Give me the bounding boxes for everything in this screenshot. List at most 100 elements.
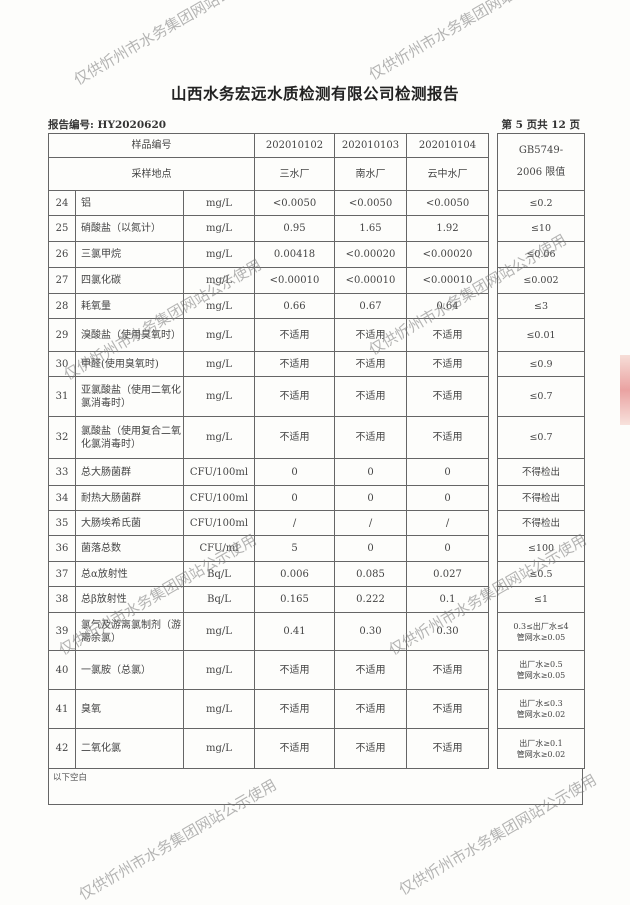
result-value: 不适用 bbox=[254, 351, 335, 377]
unit: mg/L bbox=[183, 689, 255, 729]
table-row: 31 亚氯酸盐（使用二氧化氯消毒时） mg/L 不适用 不适用 不适用 ≤0.7 bbox=[48, 376, 585, 417]
result-value: 0.30 bbox=[406, 612, 489, 651]
item-name: 四氯化碳 bbox=[75, 267, 184, 294]
unit: mg/L bbox=[183, 318, 255, 352]
table-row: 30 甲醛(使用臭氧时) mg/L 不适用 不适用 不适用 ≤0.9 bbox=[48, 351, 585, 377]
table-row: 36 菌落总数 CFU/ml 5 0 0 ≤100 bbox=[48, 535, 585, 562]
unit: mg/L bbox=[183, 416, 255, 459]
result-value: <0.00020 bbox=[406, 241, 489, 268]
result-value: <0.00010 bbox=[406, 267, 489, 294]
table-row: 27 四氯化碳 mg/L <0.00010 <0.00010 <0.00010 ≤0.002 bbox=[48, 267, 585, 294]
column-gap bbox=[488, 728, 498, 769]
report-number: 报告编号: HY2020620 bbox=[48, 119, 167, 131]
table-row: 24 铝 mg/L <0.0050 <0.0050 <0.0050 ≤0.2 bbox=[48, 190, 585, 216]
result-value: 0.66 bbox=[254, 293, 335, 319]
result-value: 不适用 bbox=[406, 728, 489, 769]
unit: mg/L bbox=[183, 267, 255, 294]
column-gap bbox=[488, 293, 498, 319]
result-value: 0.165 bbox=[254, 586, 335, 613]
result-value: 0.00418 bbox=[254, 241, 335, 268]
result-value: 0 bbox=[334, 535, 407, 562]
table-row: 35 大肠埃希氏菌 CFU/100ml / / / 不得检出 bbox=[48, 510, 585, 536]
limit-header-line1: GB5749- bbox=[518, 145, 564, 156]
result-value: 0.95 bbox=[254, 215, 335, 242]
sample-no-label: 样品编号 bbox=[48, 133, 255, 158]
result-value: 不适用 bbox=[254, 728, 335, 769]
result-value: 0.222 bbox=[334, 586, 407, 613]
item-name: 总α放射性 bbox=[75, 561, 184, 587]
result-value: 不适用 bbox=[254, 689, 335, 729]
limit-line: 0.3≤出厂水≤4 bbox=[513, 621, 569, 631]
result-value: 不适用 bbox=[406, 416, 489, 459]
result-value: 0 bbox=[406, 458, 489, 486]
row-number: 38 bbox=[48, 586, 76, 613]
row-number: 31 bbox=[48, 376, 76, 417]
row-number: 37 bbox=[48, 561, 76, 587]
limit-line: 管网水≥0.05 bbox=[516, 632, 566, 642]
footer-note: 以下空白 bbox=[48, 768, 583, 805]
result-value: 不适用 bbox=[334, 376, 407, 417]
result-value: 0.085 bbox=[334, 561, 407, 587]
result-value: 不适用 bbox=[406, 689, 489, 729]
item-name: 三氯甲烷 bbox=[75, 241, 184, 268]
limit-value: 不得检出 bbox=[497, 458, 585, 486]
result-value: 不适用 bbox=[406, 376, 489, 417]
result-value: <0.00020 bbox=[334, 241, 407, 268]
table-row: 38 总β放射性 Bq/L 0.165 0.222 0.1 ≤1 bbox=[48, 586, 585, 613]
result-value: <0.00010 bbox=[254, 267, 335, 294]
result-value: <0.0050 bbox=[406, 190, 489, 216]
item-name: 一氯胺（总氯） bbox=[75, 650, 184, 690]
result-value: 不适用 bbox=[254, 416, 335, 459]
item-name: 铝 bbox=[75, 190, 184, 216]
item-name: 二氧化氯 bbox=[75, 728, 184, 769]
limit-line: 出厂水≤0.3 bbox=[519, 699, 563, 708]
column-gap bbox=[488, 535, 498, 562]
result-value: 0.64 bbox=[406, 293, 489, 319]
limit-value: ≤0.01 bbox=[497, 318, 585, 352]
results-table: 样品编号 202010102 202010103 202010104 GB574… bbox=[48, 133, 585, 769]
column-gap bbox=[488, 485, 498, 511]
item-name: 甲醛(使用臭氧时) bbox=[75, 351, 184, 377]
result-value: 不适用 bbox=[254, 318, 335, 352]
result-value: 不适用 bbox=[334, 689, 407, 729]
limit-value: 出厂水≥0.5 管网水≥0.05 bbox=[497, 650, 585, 690]
sample-no: 202010104 bbox=[406, 133, 489, 158]
sample-no: 202010103 bbox=[334, 133, 407, 158]
table-row: 33 总大肠菌群 CFU/100ml 0 0 0 不得检出 bbox=[48, 458, 585, 486]
limit-header: GB5749- 2006 限值 bbox=[497, 133, 585, 191]
result-value: 0.027 bbox=[406, 561, 489, 587]
result-value: / bbox=[406, 510, 489, 536]
sample-site: 云中水厂 bbox=[406, 157, 489, 191]
unit: mg/L bbox=[183, 728, 255, 769]
row-number: 30 bbox=[48, 351, 76, 377]
limit-line: 出厂水≥0.1 bbox=[519, 738, 563, 748]
row-number: 33 bbox=[48, 458, 76, 486]
row-number: 42 bbox=[48, 728, 76, 769]
unit: mg/L bbox=[183, 215, 255, 242]
item-name: 耐热大肠菌群 bbox=[75, 485, 184, 511]
column-gap bbox=[488, 351, 498, 377]
item-name: 臭氧 bbox=[75, 689, 184, 729]
result-value: 不适用 bbox=[406, 351, 489, 377]
result-value: 5 bbox=[254, 535, 335, 562]
result-value: 不适用 bbox=[334, 318, 407, 352]
table-row: 41 臭氧 mg/L 不适用 不适用 不适用 出厂水≤0.3 管网水≥0.02 bbox=[48, 689, 585, 729]
result-value: / bbox=[254, 510, 335, 536]
result-value: 不适用 bbox=[254, 376, 335, 417]
site-label: 采样地点 bbox=[48, 157, 255, 191]
limit-header-line2: 2006 限值 bbox=[516, 167, 566, 178]
row-number: 28 bbox=[48, 293, 76, 319]
row-number: 41 bbox=[48, 689, 76, 729]
column-gap bbox=[488, 561, 498, 587]
limit-line: 管网水≥0.05 bbox=[516, 671, 566, 680]
watermark: 仅供忻州市水务集团网站公示使用 bbox=[365, 0, 570, 84]
limit-value: ≤0.002 bbox=[497, 267, 585, 294]
item-name: 硝酸盐（以氮计） bbox=[75, 215, 184, 242]
row-number: 29 bbox=[48, 318, 76, 352]
column-gap bbox=[488, 510, 498, 536]
item-name: 总β放射性 bbox=[75, 586, 184, 613]
item-name: 亚氯酸盐（使用二氧化氯消毒时） bbox=[75, 376, 184, 417]
unit: mg/L bbox=[183, 612, 255, 651]
result-value: <0.00010 bbox=[334, 267, 407, 294]
table-row: 34 耐热大肠菌群 CFU/100ml 0 0 0 不得检出 bbox=[48, 485, 585, 511]
